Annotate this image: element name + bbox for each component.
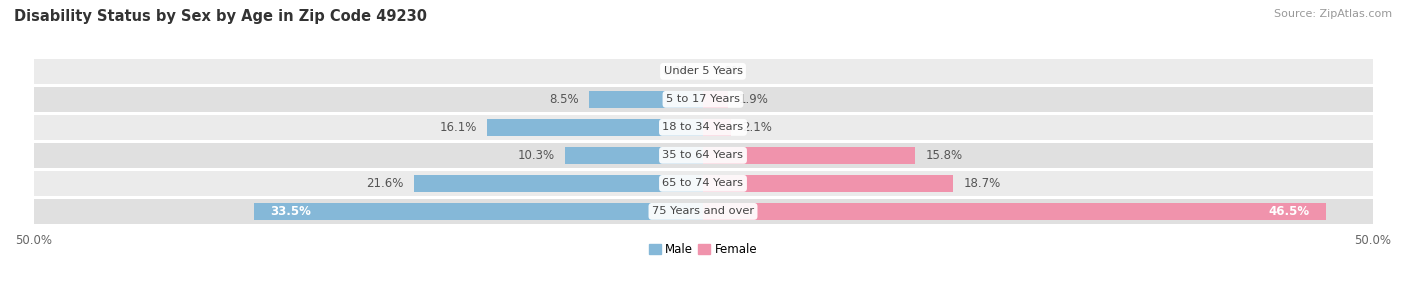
Text: 0.0%: 0.0% bbox=[714, 65, 744, 78]
Text: Source: ZipAtlas.com: Source: ZipAtlas.com bbox=[1274, 9, 1392, 19]
Text: 46.5%: 46.5% bbox=[1268, 205, 1309, 218]
Text: 10.3%: 10.3% bbox=[517, 149, 554, 162]
Bar bbox=[34, 87, 1372, 112]
Bar bbox=[254, 203, 703, 220]
Text: 33.5%: 33.5% bbox=[270, 205, 311, 218]
Text: 75 Years and over: 75 Years and over bbox=[652, 206, 754, 216]
Text: 8.5%: 8.5% bbox=[548, 93, 578, 106]
Bar bbox=[34, 171, 1372, 196]
Bar bbox=[565, 147, 703, 164]
Text: 65 to 74 Years: 65 to 74 Years bbox=[662, 178, 744, 188]
Bar bbox=[703, 203, 1326, 220]
Bar bbox=[703, 119, 731, 136]
Text: 5 to 17 Years: 5 to 17 Years bbox=[666, 94, 740, 104]
Text: 16.1%: 16.1% bbox=[439, 121, 477, 134]
Bar bbox=[34, 199, 1372, 224]
Text: 35 to 64 Years: 35 to 64 Years bbox=[662, 150, 744, 161]
Text: 18 to 34 Years: 18 to 34 Years bbox=[662, 122, 744, 132]
Text: Disability Status by Sex by Age in Zip Code 49230: Disability Status by Sex by Age in Zip C… bbox=[14, 9, 427, 24]
Legend: Male, Female: Male, Female bbox=[644, 238, 762, 261]
Bar bbox=[34, 115, 1372, 140]
Text: 0.0%: 0.0% bbox=[662, 65, 692, 78]
Text: Under 5 Years: Under 5 Years bbox=[664, 66, 742, 76]
Bar bbox=[34, 59, 1372, 84]
Bar bbox=[488, 119, 703, 136]
Text: 2.1%: 2.1% bbox=[742, 121, 772, 134]
Bar bbox=[589, 91, 703, 108]
Bar bbox=[413, 175, 703, 192]
Bar bbox=[703, 91, 728, 108]
Bar bbox=[703, 147, 914, 164]
Bar bbox=[34, 143, 1372, 168]
Text: 1.9%: 1.9% bbox=[740, 93, 769, 106]
Text: 21.6%: 21.6% bbox=[366, 177, 404, 190]
Bar bbox=[703, 175, 953, 192]
Text: 15.8%: 15.8% bbox=[925, 149, 962, 162]
Text: 18.7%: 18.7% bbox=[965, 177, 1001, 190]
